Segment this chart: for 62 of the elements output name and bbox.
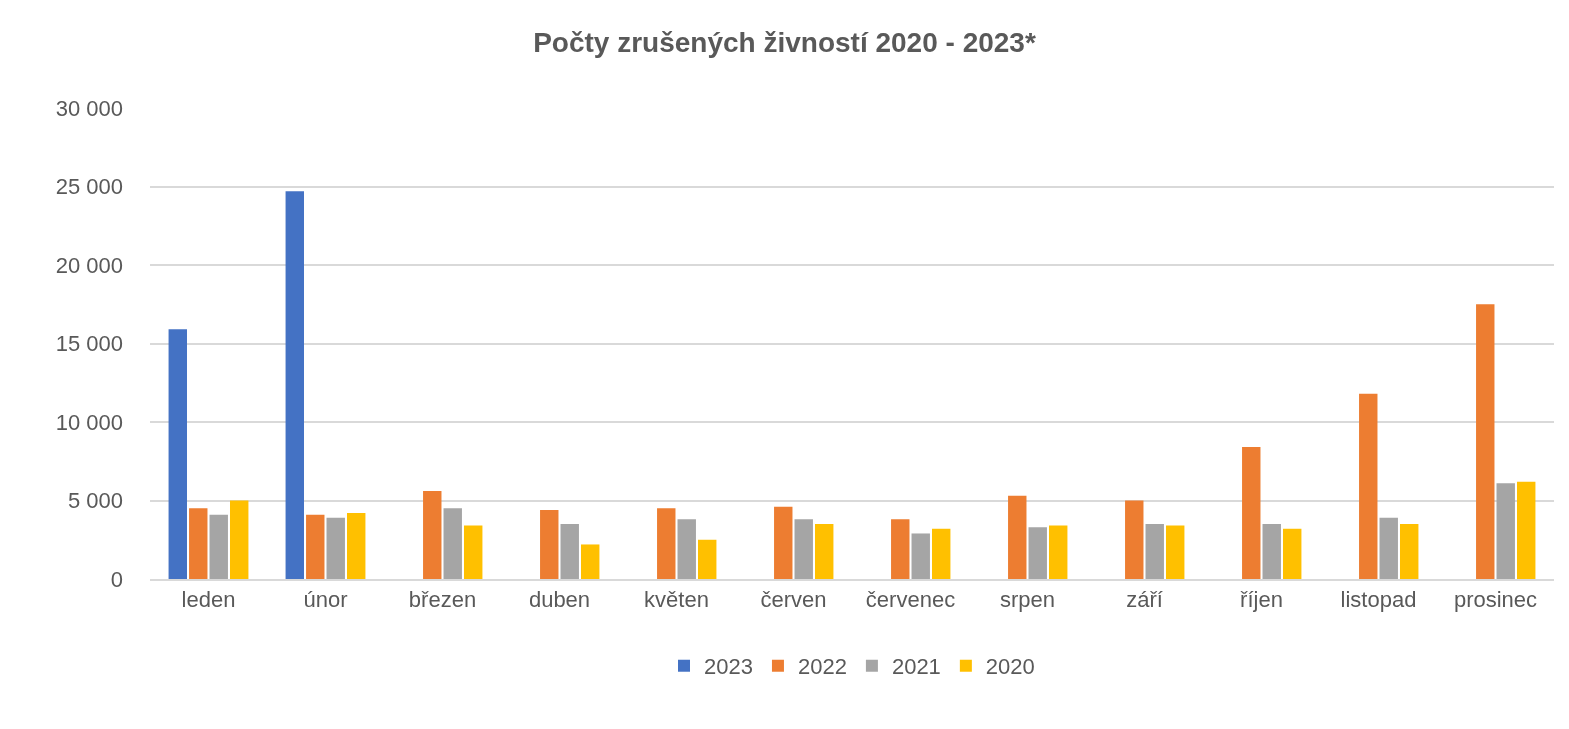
bar [443,508,462,579]
bar [1242,447,1261,579]
bar [1145,524,1164,579]
bar [1496,483,1515,579]
x-tick-label: červenec [865,587,956,613]
bar [932,528,951,579]
bar [464,525,483,579]
bar [1008,495,1027,579]
bar [560,524,579,579]
bar [815,524,834,579]
x-tick-label: leden [181,587,236,613]
y-tick-label: 15 000 [55,331,123,357]
bar [1166,525,1185,579]
bar [423,491,442,579]
bar [1125,500,1144,579]
legend-label: 2020 [985,654,1035,680]
bar [698,539,717,579]
chart-title: Počty zrušených živností 2020 - 2023* [533,27,1036,59]
bar [911,533,930,579]
bar [168,329,187,579]
bar [1028,527,1047,579]
bar [540,509,559,579]
bar [581,544,600,579]
y-tick-label: 30 000 [55,95,123,121]
bar [774,506,793,579]
bar [189,508,208,579]
x-tick-label: červen [760,587,827,613]
bar [657,508,676,579]
bar [891,519,910,579]
bar [1359,393,1378,579]
bar [347,513,366,579]
bar [1049,525,1068,579]
legend-label: 2022 [797,654,847,680]
bar [1379,517,1398,579]
x-tick-label: únor [303,587,348,613]
bar [1262,524,1281,579]
x-tick-label: září [1126,587,1163,613]
x-tick-label: říjen [1240,587,1283,613]
y-tick-label: 5 000 [67,488,123,514]
bar [326,517,345,579]
bar [1400,524,1419,579]
bar [230,500,249,579]
y-tick-label: 0 [110,566,123,592]
bar [1517,481,1536,579]
x-tick-label: listopad [1340,587,1417,613]
x-tick-label: prosinec [1453,587,1538,613]
y-tick-label: 20 000 [55,252,123,278]
bar [285,191,304,579]
bar [306,514,325,579]
legend-label: 2023 [704,654,753,680]
x-tick-label: březen [408,587,477,613]
x-tick-label: duben [528,587,591,613]
x-tick-label: srpen [999,587,1056,613]
x-tick-label: květen [644,587,709,613]
bar [209,514,228,579]
bar [794,519,813,579]
y-tick-label: 25 000 [55,174,123,200]
legend-label: 2021 [891,654,941,680]
y-tick-label: 10 000 [55,409,123,435]
bar [1476,304,1495,579]
bar [1283,528,1302,579]
bar [677,519,696,579]
